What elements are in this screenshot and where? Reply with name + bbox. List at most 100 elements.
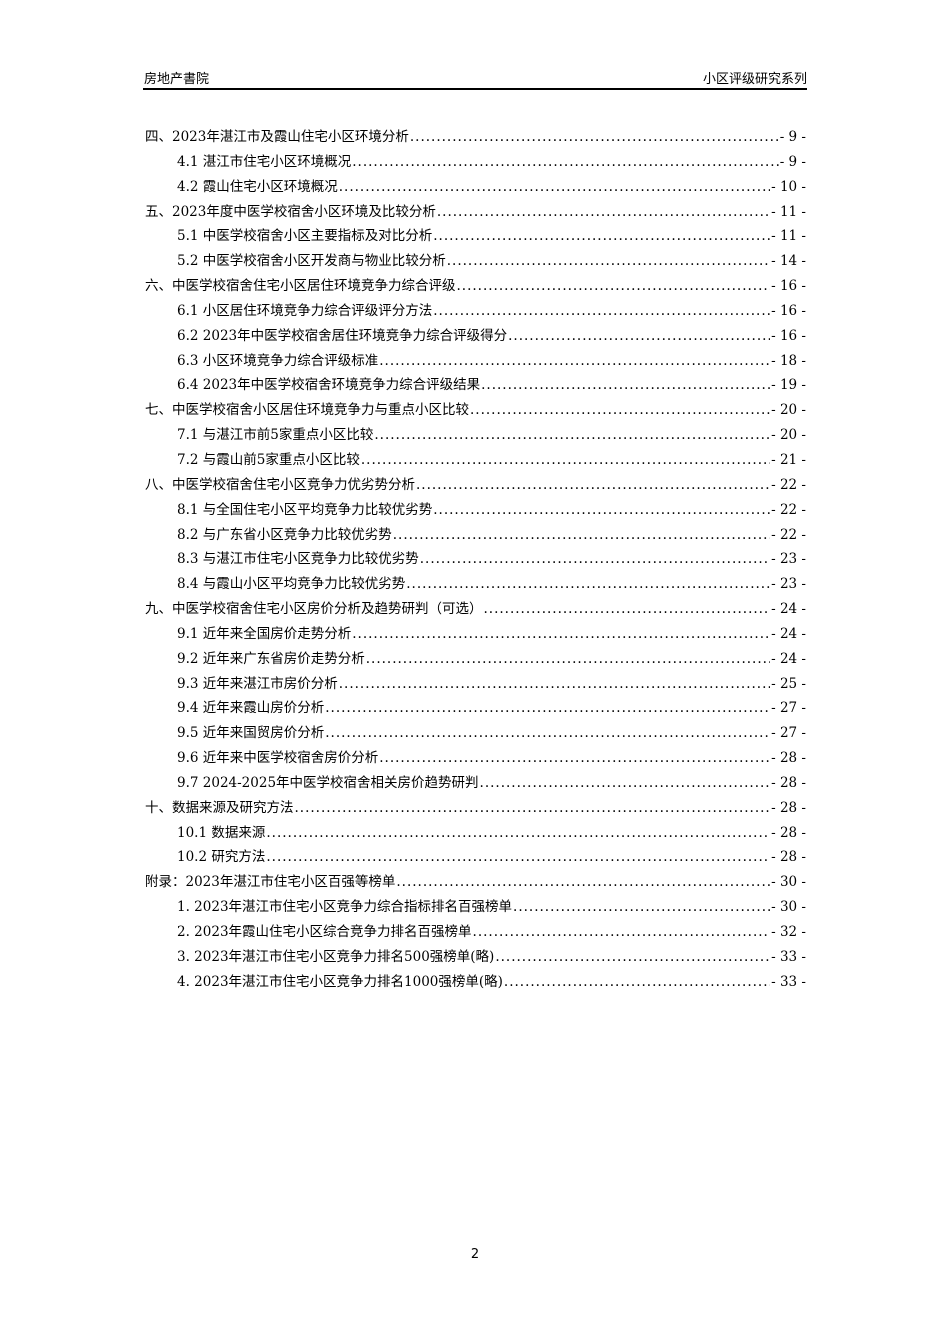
header-right: 小区评级研究系列 xyxy=(702,72,807,87)
toc-entry-title: 四、2023年湛江市及霞山住宅小区环境分析 xyxy=(145,129,409,145)
toc-entry[interactable]: 九、中医学校宿舍住宅小区房价分析及趋势研判（可选） - 24 - xyxy=(145,597,806,622)
toc-entry-title: 5.2 中医学校宿舍小区开发商与物业比较分析 xyxy=(177,253,446,270)
dot-leader xyxy=(447,249,770,274)
toc-entry-page: - 24 - xyxy=(771,601,806,618)
dot-leader xyxy=(393,523,770,548)
toc-entry[interactable]: 9.6 近年来中医学校宿舍房价分析 - 28 - xyxy=(145,746,806,771)
toc-entry-title: 6.3 小区环境竞争力综合评级标准 xyxy=(177,352,379,369)
toc-entry[interactable]: 附录：2023年湛江市住宅小区百强等榜单 - 30 - xyxy=(145,870,806,895)
toc-entry[interactable]: 9.1 近年来全国房价走势分析 - 24 - xyxy=(145,622,806,647)
toc-entry[interactable]: 9.5 近年来国贸房价分析 - 27 - xyxy=(145,721,806,746)
toc-entry-title: 1. 2023年湛江市住宅小区竞争力综合指标排名百强榜单 xyxy=(177,899,513,916)
toc-entry-page: - 28 - xyxy=(771,774,806,791)
toc-entry-page: - 23 - xyxy=(771,576,806,593)
dot-leader xyxy=(508,324,770,349)
toc-entry-page: - 28 - xyxy=(771,849,806,866)
toc-entry[interactable]: 2. 2023年霞山住宅小区综合竞争力排名百强榜单 - 32 - xyxy=(145,920,806,945)
dot-leader xyxy=(406,572,770,597)
toc-entry-page: - 20 - xyxy=(771,427,806,444)
toc-entry-page: - 16 - xyxy=(771,302,806,319)
toc-entry-page: - 32 - xyxy=(771,924,806,940)
toc-entry[interactable]: 8.1 与全国住宅小区平均竞争力比较优劣势 - 22 - xyxy=(145,498,806,523)
toc-entry-page: - 23 - xyxy=(771,551,806,568)
dot-leader xyxy=(339,672,770,697)
toc-entry[interactable]: 8.2 与广东省小区竞争力比较优劣势 - 22 - xyxy=(145,523,806,548)
toc-entry[interactable]: 六、中医学校宿舍住宅小区居住环境竞争力综合评级 - 16 - xyxy=(145,274,806,299)
toc-entry[interactable]: 4. 2023年湛江市住宅小区竞争力排名1000强榜单(略) - 33 - xyxy=(145,970,806,995)
toc-entry-title: 八、中医学校宿舍住宅小区竞争力优劣势分析 xyxy=(145,476,415,493)
toc-entry[interactable]: 1. 2023年湛江市住宅小区竞争力综合指标排名百强榜单 - 30 - xyxy=(145,895,806,920)
toc-entry[interactable]: 3. 2023年湛江市住宅小区竞争力排名500强榜单(略) - 33 - xyxy=(145,945,806,970)
toc-entry-title: 4.1 湛江市住宅小区环境概况 xyxy=(177,153,352,170)
toc-entry[interactable]: 9.2 近年来广东省房价走势分析 - 24 - xyxy=(145,647,806,672)
dot-leader xyxy=(325,721,770,746)
toc-entry-title: 9.1 近年来全国房价走势分析 xyxy=(177,625,352,642)
toc-entry-title: 7.1 与湛江市前5家重点小区比较 xyxy=(177,427,374,444)
toc-entry[interactable]: 八、中医学校宿舍住宅小区竞争力优劣势分析 - 22 - xyxy=(145,473,806,498)
toc-entry-title: 五、2023年度中医学校宿舍小区环境及比较分析 xyxy=(145,203,436,220)
toc-entry-page: - 10 - xyxy=(771,178,806,195)
toc-entry-page: - 22 - xyxy=(771,501,806,518)
dot-leader xyxy=(410,125,779,150)
toc-entry[interactable]: 6.3 小区环境竞争力综合评级标准 - 18 - xyxy=(145,349,806,374)
toc-entry-title: 2. 2023年霞山住宅小区综合竞争力排名百强榜单 xyxy=(177,924,472,940)
toc-entry-page: - 33 - xyxy=(771,973,806,990)
toc-entry-title: 九、中医学校宿舍住宅小区房价分析及趋势研判（可选） xyxy=(145,601,483,618)
toc-entry-page: - 27 - xyxy=(771,725,806,742)
toc-entry[interactable]: 7.2 与霞山前5家重点小区比较 - 21 - xyxy=(145,448,806,473)
dot-leader xyxy=(374,423,770,448)
dot-leader xyxy=(437,200,770,225)
table-of-contents: 四、2023年湛江市及霞山住宅小区环境分析- 9 -4.1 湛江市住宅小区环境概… xyxy=(145,125,806,995)
toc-entry[interactable]: 十、数据来源及研究方法 - 28 - xyxy=(145,796,806,821)
toc-entry[interactable]: 9.7 2024-2025年中医学校宿舍相关房价趋势研判 - 28 - xyxy=(145,771,806,796)
toc-entry[interactable]: 8.4 与霞山小区平均竞争力比较优劣势 - 23 - xyxy=(145,572,806,597)
dot-leader xyxy=(361,448,770,473)
toc-entry[interactable]: 5.1 中医学校宿舍小区主要指标及对比分析 - 11 - xyxy=(145,224,806,249)
dot-leader xyxy=(416,473,770,498)
dot-leader xyxy=(457,274,771,299)
toc-entry-title: 9.4 近年来霞山房价分析 xyxy=(177,700,325,717)
toc-entry-page: - 14 - xyxy=(771,253,806,270)
toc-entry-page: - 27 - xyxy=(771,700,806,717)
dot-leader xyxy=(339,175,770,200)
toc-entry-page: - 28 - xyxy=(771,750,806,767)
toc-entry[interactable]: 6.4 2023年中医学校宿舍环境竞争力综合评级结果 - 19 - xyxy=(145,373,806,398)
toc-entry[interactable]: 8.3 与湛江市住宅小区竞争力比较优劣势 - 23 - xyxy=(145,547,806,572)
toc-entry[interactable]: 4.1 湛江市住宅小区环境概况 - 9 - xyxy=(145,150,806,175)
toc-entry[interactable]: 七、中医学校宿舍小区居住环境竞争力与重点小区比较 - 20 - xyxy=(145,398,806,423)
dot-leader xyxy=(433,299,770,324)
toc-entry-title: 8.2 与广东省小区竞争力比较优劣势 xyxy=(177,526,392,543)
toc-entry[interactable]: 五、2023年度中医学校宿舍小区环境及比较分析 - 11 - xyxy=(145,200,806,225)
toc-entry[interactable]: 7.1 与湛江市前5家重点小区比较 - 20 - xyxy=(145,423,806,448)
toc-entry-title: 六、中医学校宿舍住宅小区居住环境竞争力综合评级 xyxy=(145,278,456,295)
toc-entry-page: - 30 - xyxy=(771,899,806,916)
toc-entry-page: - 28 - xyxy=(771,824,806,841)
dot-leader xyxy=(513,895,770,920)
toc-entry[interactable]: 10.2 研究方法 - 28 - xyxy=(145,845,806,870)
toc-entry-page: - 19 - xyxy=(771,377,806,394)
toc-entry[interactable]: 5.2 中医学校宿舍小区开发商与物业比较分析 - 14 - xyxy=(145,249,806,274)
dot-leader xyxy=(433,498,770,523)
dot-leader xyxy=(266,821,770,846)
toc-entry-title: 8.1 与全国住宅小区平均竞争力比较优劣势 xyxy=(177,501,433,518)
toc-entry-page: - 30 - xyxy=(771,874,806,891)
toc-entry-title: 4. 2023年湛江市住宅小区竞争力排名1000强榜单(略) xyxy=(177,973,503,990)
toc-entry[interactable]: 四、2023年湛江市及霞山住宅小区环境分析 - 9 - xyxy=(145,125,806,150)
toc-entry-page: - 24 - xyxy=(771,650,806,667)
toc-entry[interactable]: 9.4 近年来霞山房价分析 - 27 - xyxy=(145,696,806,721)
dot-leader xyxy=(366,647,770,672)
toc-entry[interactable]: 9.3 近年来湛江市房价分析 - 25 - xyxy=(145,672,806,697)
toc-entry-page: - 11 - xyxy=(771,228,806,245)
toc-entry-page: - 21 - xyxy=(771,451,806,468)
toc-entry-page: - 22 - xyxy=(771,526,806,543)
toc-entry-title: 10.1 数据来源 xyxy=(177,824,266,841)
toc-entry[interactable]: 6.1 小区居住环境竞争力综合评级评分方法 - 16 - xyxy=(145,299,806,324)
toc-entry-title: 7.2 与霞山前5家重点小区比较 xyxy=(177,451,360,468)
dot-leader xyxy=(504,970,770,995)
toc-entry-page: - 11 - xyxy=(771,203,806,220)
toc-entry[interactable]: 4.2 霞山住宅小区环境概况 - 10 - xyxy=(145,175,806,200)
dot-leader xyxy=(325,696,770,721)
dot-leader xyxy=(352,150,778,175)
toc-entry[interactable]: 6.2 2023年中医学校宿舍居住环境竞争力综合评级得分 - 16 - xyxy=(145,324,806,349)
toc-entry[interactable]: 10.1 数据来源 - 28 - xyxy=(145,821,806,846)
